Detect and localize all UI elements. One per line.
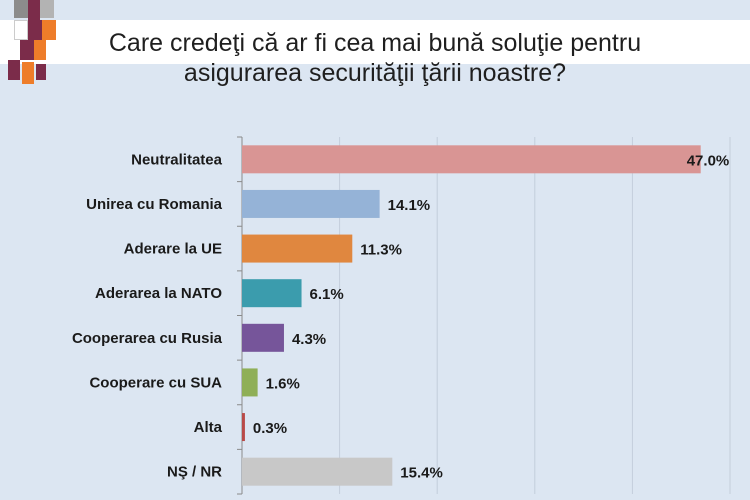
bar — [242, 368, 258, 397]
chart-title-line-2: asigurarea securităţii ţării noastre? — [183, 59, 567, 87]
category-label: Neutralitatea — [131, 151, 223, 168]
data-label: 0.3% — [253, 420, 287, 437]
data-label: 6.1% — [310, 286, 344, 303]
bar — [242, 189, 380, 218]
bar — [242, 413, 245, 442]
data-label: 1.6% — [266, 375, 300, 392]
data-label: 14.1% — [388, 197, 431, 214]
bar — [242, 279, 302, 308]
chart-title: Care credeţi că ar fi cea mai bună soluţ… — [0, 28, 750, 88]
category-label: Cooperare cu SUA — [89, 374, 222, 391]
data-label: 11.3% — [360, 242, 402, 259]
data-label: 4.3% — [292, 331, 326, 348]
bar — [242, 145, 701, 174]
bar — [242, 234, 353, 263]
category-label: Alta — [194, 419, 223, 436]
category-label: Cooperarea cu Rusia — [72, 330, 223, 347]
bar — [242, 457, 393, 486]
category-label: Unirea cu Romania — [86, 196, 223, 213]
title-band — [0, 20, 750, 64]
data-label: 47.0% — [687, 152, 730, 169]
data-label: 15.4% — [400, 465, 443, 482]
category-label: NŞ / NR — [167, 464, 222, 481]
category-label: Aderarea la NATO — [95, 285, 222, 302]
category-label: Aderare la UE — [124, 241, 222, 258]
chart-title-line-1: Care credeţi că ar fi cea mai bună soluţ… — [108, 29, 642, 57]
bar — [242, 323, 284, 352]
